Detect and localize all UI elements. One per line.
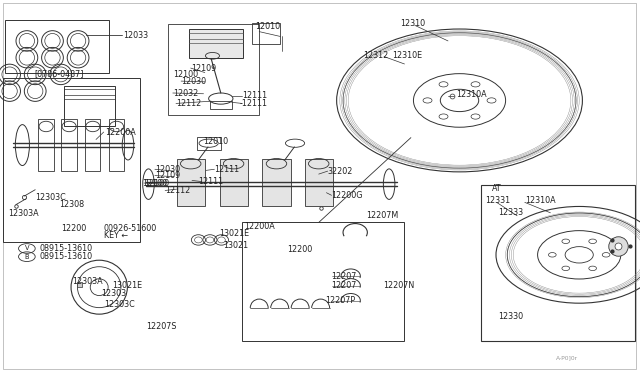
Text: 12010: 12010 bbox=[255, 22, 280, 31]
Bar bbox=[305, 159, 333, 206]
Text: -12111: -12111 bbox=[240, 99, 268, 108]
Text: 12030: 12030 bbox=[155, 165, 180, 174]
Circle shape bbox=[471, 114, 480, 119]
Text: 12010: 12010 bbox=[204, 137, 228, 146]
Bar bbox=[252, 23, 280, 44]
Text: 12310A: 12310A bbox=[456, 90, 486, 99]
Text: 12111: 12111 bbox=[214, 165, 239, 174]
Circle shape bbox=[439, 82, 448, 87]
Text: 12310A: 12310A bbox=[525, 196, 556, 205]
Bar bbox=[262, 159, 291, 206]
Bar bbox=[109, 119, 124, 171]
Text: 12030: 12030 bbox=[181, 77, 206, 86]
Bar bbox=[197, 137, 221, 150]
Text: 12200: 12200 bbox=[287, 246, 312, 254]
Text: 12330: 12330 bbox=[498, 312, 523, 321]
Circle shape bbox=[562, 239, 570, 244]
Circle shape bbox=[602, 253, 610, 257]
Text: 12207: 12207 bbox=[332, 281, 357, 290]
Text: 12303C: 12303C bbox=[104, 300, 134, 309]
Text: 12303C: 12303C bbox=[35, 193, 66, 202]
Text: 12032: 12032 bbox=[173, 89, 198, 97]
Text: 12100: 12100 bbox=[144, 179, 169, 187]
Text: 12207S: 12207S bbox=[146, 322, 177, 331]
Text: 12111: 12111 bbox=[242, 92, 267, 100]
Text: 12312: 12312 bbox=[364, 51, 388, 60]
Text: AT: AT bbox=[492, 185, 501, 193]
Text: V: V bbox=[24, 246, 29, 251]
Text: 12207N: 12207N bbox=[383, 281, 414, 290]
Text: 08915-13610: 08915-13610 bbox=[40, 244, 93, 253]
Text: 12111: 12111 bbox=[198, 177, 223, 186]
Text: [0786-0487]: [0786-0487] bbox=[34, 69, 84, 78]
Bar bbox=[210, 101, 232, 109]
Text: 12200A: 12200A bbox=[106, 128, 136, 137]
Text: 12333: 12333 bbox=[498, 208, 523, 217]
Text: 32202: 32202 bbox=[328, 167, 353, 176]
Text: 12033: 12033 bbox=[123, 31, 148, 40]
Text: B: B bbox=[24, 254, 29, 260]
Text: 12100: 12100 bbox=[142, 179, 167, 187]
Circle shape bbox=[439, 114, 448, 119]
Circle shape bbox=[548, 253, 556, 257]
Circle shape bbox=[562, 266, 570, 270]
Bar bbox=[177, 159, 205, 206]
Text: 12207M: 12207M bbox=[366, 211, 398, 219]
Text: 12112: 12112 bbox=[165, 186, 190, 195]
Text: 12331: 12331 bbox=[485, 196, 510, 205]
Text: 12303A: 12303A bbox=[8, 209, 38, 218]
Text: 12308: 12308 bbox=[59, 200, 84, 209]
Text: 12109: 12109 bbox=[191, 64, 216, 73]
Text: 12310: 12310 bbox=[400, 19, 425, 28]
Text: 12100: 12100 bbox=[173, 70, 198, 79]
Text: 00926-51600: 00926-51600 bbox=[104, 224, 157, 233]
Bar bbox=[189, 29, 243, 58]
Text: 13021E: 13021E bbox=[219, 229, 249, 238]
Text: 12200G: 12200G bbox=[332, 191, 363, 200]
Circle shape bbox=[471, 82, 480, 87]
Circle shape bbox=[589, 266, 596, 270]
Circle shape bbox=[423, 98, 432, 103]
Text: 12207P: 12207P bbox=[325, 296, 355, 305]
Bar bbox=[38, 119, 54, 171]
Text: 12303: 12303 bbox=[101, 289, 126, 298]
Text: 13021: 13021 bbox=[223, 241, 248, 250]
Circle shape bbox=[487, 98, 496, 103]
Circle shape bbox=[589, 239, 596, 244]
Text: 12207: 12207 bbox=[332, 272, 357, 280]
Text: 13021E: 13021E bbox=[112, 281, 142, 290]
Text: 08915-13610: 08915-13610 bbox=[40, 252, 93, 261]
Bar bbox=[61, 119, 77, 171]
Bar bbox=[220, 159, 248, 206]
Text: 12200A: 12200A bbox=[244, 222, 275, 231]
Text: 12200: 12200 bbox=[61, 224, 86, 233]
Bar bbox=[85, 119, 100, 171]
Bar bbox=[64, 86, 115, 126]
Bar bbox=[77, 282, 82, 287]
Text: 12112: 12112 bbox=[176, 99, 201, 108]
Text: 12310E: 12310E bbox=[392, 51, 422, 60]
Text: 12109: 12109 bbox=[155, 171, 180, 180]
Text: A-P0]0r: A-P0]0r bbox=[556, 355, 578, 360]
Text: KEY ←: KEY ← bbox=[104, 231, 128, 240]
Text: 12303A: 12303A bbox=[72, 278, 102, 286]
